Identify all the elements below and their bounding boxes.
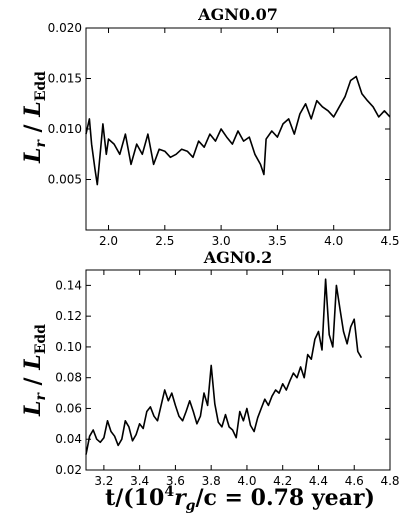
y-tick-label: 0.08 [55, 371, 82, 385]
y-axis-label-sub: r [33, 139, 49, 148]
plot-frame [85, 269, 391, 471]
x-tick-label: 3.8 [202, 474, 221, 488]
x-tick-label: 4.0 [237, 474, 256, 488]
svg-text:Lr / LEdd: Lr / LEdd [20, 324, 49, 417]
series-line [85, 278, 363, 455]
y-tick-label: 0.12 [55, 309, 82, 323]
plot-lines [85, 75, 391, 186]
x-tick-label: 4.0 [324, 234, 343, 248]
plot-lines [85, 278, 363, 455]
y-tick-label: 0.015 [48, 72, 82, 86]
x-tick-label: 4.4 [309, 474, 328, 488]
plot-frame [85, 27, 391, 231]
x-axis-label-pre: t/(10 [105, 485, 164, 511]
chart-agn02: AGN0.2 Lr / LEdd t/(104rg/c = 0.78 year)… [20, 248, 400, 514]
y-tick-label: 0.010 [48, 122, 82, 136]
y-tick-label: 0.10 [55, 340, 82, 354]
svg-text:Lr / LEdd: Lr / LEdd [20, 71, 49, 164]
x-axis-label-sub: g [186, 498, 196, 514]
y-axis-label: Lr / LEdd [20, 324, 49, 417]
y-axis-label-sep: / [20, 370, 46, 393]
x-axis-label: t/(104rg/c = 0.78 year) [105, 484, 375, 514]
y-axis-label-main: L [20, 401, 46, 417]
y-tick-label: 0.04 [55, 432, 82, 446]
series-line [85, 75, 391, 186]
y-tick-label: 0.02 [55, 463, 82, 477]
x-tick-label: 4.8 [380, 474, 399, 488]
x-tick-label: 3.5 [268, 234, 287, 248]
x-tick-label: 3.0 [212, 234, 231, 248]
x-tick-label: 2.5 [155, 234, 174, 248]
chart-title: AGN0.07 [197, 5, 278, 24]
x-tick-label: 4.2 [273, 474, 292, 488]
x-tick-label: 3.2 [94, 474, 113, 488]
y-axis-label-den-sub: Edd [33, 71, 49, 101]
x-axis-label-post: /c = 0.78 year) [195, 485, 374, 511]
y-tick-label: 0.06 [55, 401, 82, 415]
x-axis-label-mid: r [174, 485, 187, 511]
y-tick-label: 0.005 [48, 173, 82, 187]
chart-title: AGN0.2 [203, 248, 273, 267]
y-axis-label-den-sub: Edd [33, 324, 49, 354]
x-tick-label: 3.4 [130, 474, 149, 488]
x-tick-label: 2.0 [99, 234, 118, 248]
ticks: 3.2 3.4 3.6 3.8 4.0 4.2 4.4 4.6 4.8 0.02 0.04 0.06 0… [55, 270, 400, 488]
y-tick-label: 0.020 [48, 21, 82, 35]
y-axis-label-sep: / [20, 117, 46, 140]
chart-agn007: AGN0.07 Lr / LEdd 2.0 2.5 3.0 3.5 4.0 4.50.00… [20, 5, 400, 248]
y-axis-label-main: L [20, 148, 46, 164]
y-axis-label-den: L [20, 354, 46, 370]
y-tick-label: 0.14 [55, 278, 82, 292]
y-axis-label-den: L [20, 101, 46, 117]
y-axis-label: Lr / LEdd [20, 71, 49, 164]
y-axis-label-sub: r [33, 392, 49, 401]
x-tick-label: 4.6 [345, 474, 364, 488]
x-axis-label-sup: 4 [164, 484, 174, 500]
x-tick-label: 4.5 [380, 234, 399, 248]
x-tick-label: 3.6 [166, 474, 185, 488]
ticks: 2.0 2.5 3.0 3.5 4.0 4.5 0.005 0.010 0.015 0.020 [48, 21, 400, 248]
